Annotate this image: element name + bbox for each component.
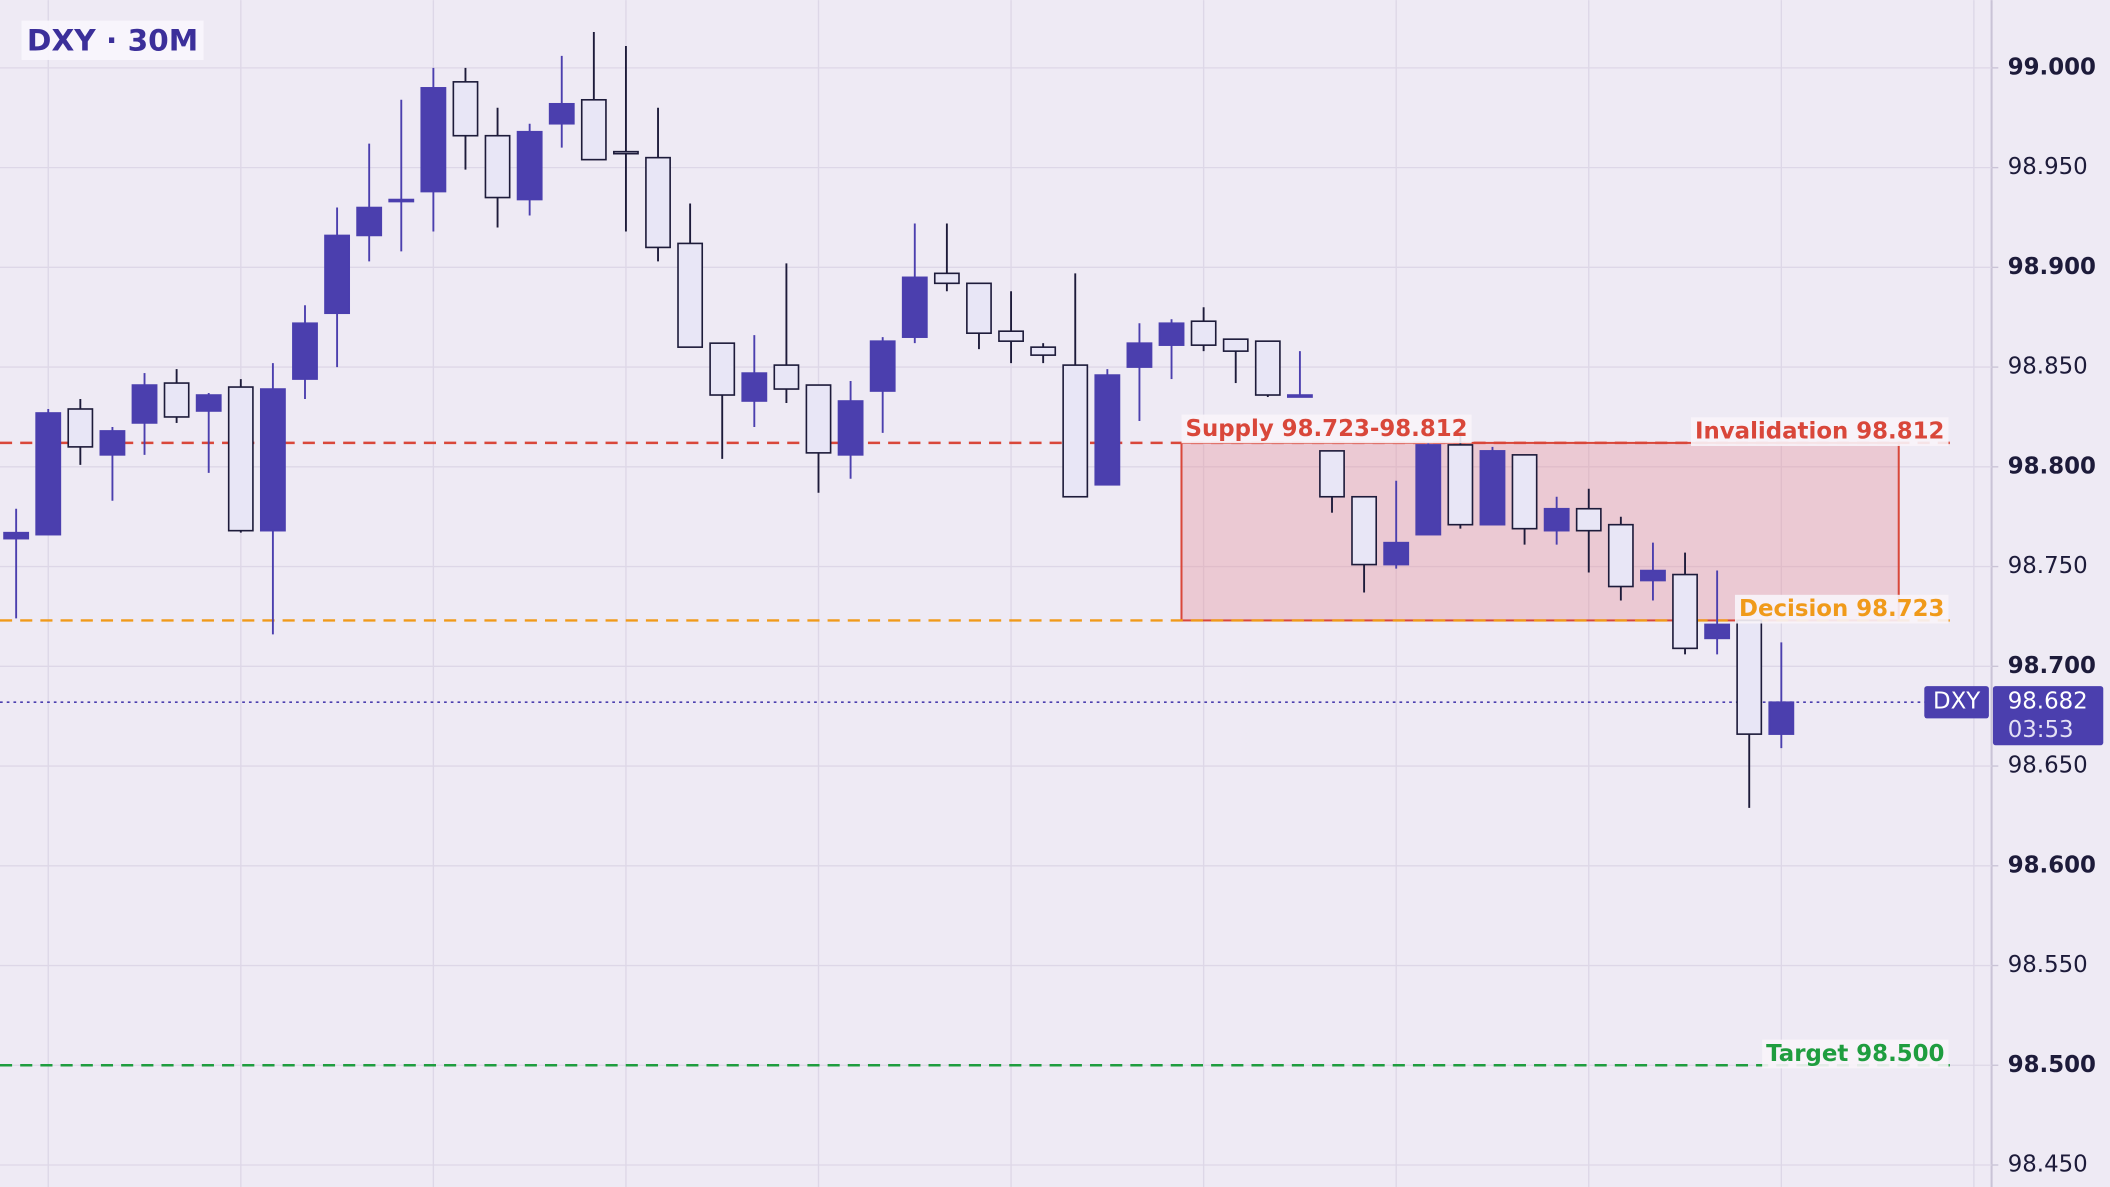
candle-body [163,382,190,418]
candle-body [356,206,383,237]
y-tick-label: 98.600 [2008,852,2096,878]
candle-body [1126,342,1153,368]
candle-body [773,364,800,390]
candle-body [1704,623,1731,640]
candle-body [709,342,736,396]
candle-body [1640,569,1666,582]
candle-body [1447,444,1474,526]
price-tag-countdown: 03:53 [2008,717,2074,743]
price-tag-symbol: DXY [1933,689,1981,715]
candle-body [933,272,960,285]
candle-body [292,322,318,380]
candle-body [1543,507,1570,532]
y-tick-label: 98.800 [2008,453,2096,479]
y-tick-label: 98.500 [2008,1052,2096,1078]
y-tick-label: 98.850 [2008,354,2088,380]
candle-body [227,386,254,532]
candle-body [1286,394,1313,398]
candle-body [1511,454,1538,530]
grid [0,0,1992,1187]
candle-body [388,198,415,203]
candle-body [35,412,62,536]
candle-body [259,388,286,532]
candle-body [1094,374,1121,486]
y-tick-label: 98.450 [2008,1151,2088,1177]
candle-body [966,282,992,334]
zone-label: Supply 98.723-98.812 [1186,416,1468,442]
candle-body [1607,523,1634,588]
candle-body [1479,450,1506,526]
y-tick-label: 98.750 [2008,553,2088,579]
candle-body [1190,320,1217,346]
candle-body [901,276,928,338]
y-tick-label: 98.650 [2008,753,2088,779]
candle-body [1222,338,1249,352]
candle-body [613,150,639,155]
candle-body [1319,450,1345,498]
chart-title: DXY · 30M [27,23,198,57]
candle-body [1254,340,1281,396]
candle-body [420,87,447,193]
title-bg [21,20,204,60]
level-label: Decision 98.723 [1739,596,1944,622]
candle-body [1383,541,1410,566]
zone-label-bg [1181,414,1472,444]
level-label-bg [1762,1039,1949,1069]
candle-body [516,130,543,201]
y-tick-label: 99.000 [2008,54,2096,80]
candle-body [1030,346,1057,356]
candle-body [1158,322,1185,346]
candle-body [645,156,671,249]
candle-body [452,81,479,137]
candle-body [1672,573,1698,650]
level-label: Invalidation 98.812 [1695,419,1944,445]
candle-body [837,400,864,456]
supply-zone [1180,441,1900,622]
level-label-bg [1734,594,1949,624]
level-label: Target 98.500 [1766,1041,1944,1067]
candle-body [1575,507,1602,532]
price-tag-symbol-bg [1924,686,1989,719]
candle-body [484,134,511,199]
candle-body [805,384,832,454]
candle-body [741,372,768,402]
y-tick-label: 98.900 [2008,254,2096,280]
candle-body [1736,619,1763,735]
candle-body [195,394,222,412]
price-tag-value: 98.682 [2008,689,2088,715]
candle-body [3,531,30,540]
y-tick-label: 98.950 [2008,154,2088,180]
y-tick-label: 98.700 [2008,653,2096,679]
candle-body [1351,495,1378,566]
candle-body [67,408,94,448]
candle-body [869,340,896,392]
candle-body [1768,701,1795,735]
y-tick-label: 98.550 [2008,952,2088,978]
price-tag-bg [1992,686,2104,746]
candle-body [131,384,158,424]
candle-body [324,234,351,315]
candle-body [998,330,1024,342]
candle-body [548,102,575,125]
candle-body [1415,444,1442,536]
candle-body [580,98,607,161]
candle-body [1062,364,1089,498]
level-label-bg [1690,417,1949,446]
candle-body [677,242,704,348]
candle-body [99,430,126,456]
